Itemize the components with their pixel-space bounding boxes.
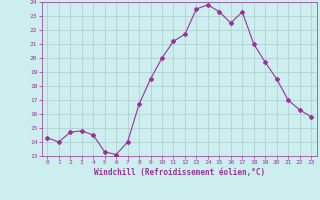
X-axis label: Windchill (Refroidissement éolien,°C): Windchill (Refroidissement éolien,°C) bbox=[94, 168, 265, 177]
